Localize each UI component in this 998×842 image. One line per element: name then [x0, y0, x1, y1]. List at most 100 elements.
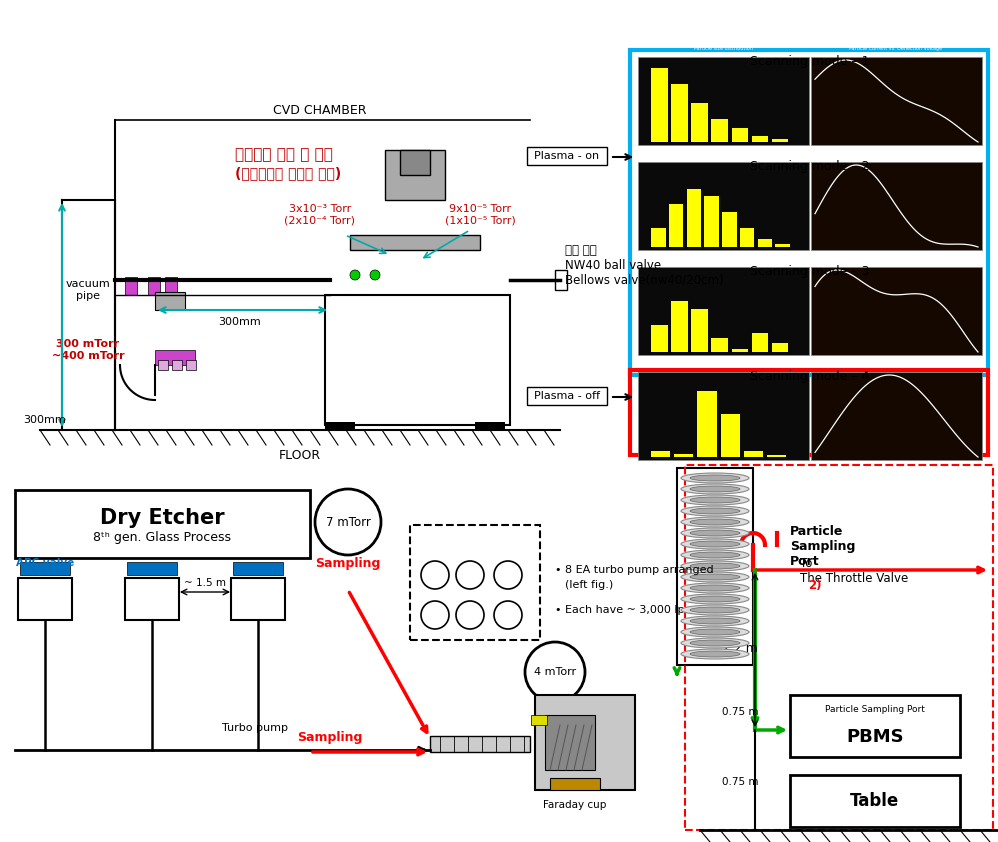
- Circle shape: [350, 270, 360, 280]
- Ellipse shape: [681, 561, 749, 571]
- Text: Scanning mode – 2: Scanning mode – 2: [750, 159, 869, 173]
- Bar: [20, 562, 70, 575]
- Bar: [685, 465, 993, 830]
- Bar: [757, 239, 772, 247]
- Bar: [811, 162, 982, 250]
- Bar: [400, 150, 430, 175]
- Bar: [535, 695, 635, 790]
- Bar: [669, 204, 684, 247]
- Text: Table: Table: [850, 792, 899, 810]
- Bar: [705, 196, 719, 247]
- Ellipse shape: [690, 541, 740, 547]
- Bar: [687, 189, 702, 247]
- Bar: [675, 454, 694, 457]
- Bar: [531, 715, 547, 725]
- Ellipse shape: [681, 572, 749, 582]
- Bar: [744, 450, 763, 457]
- Text: Particle Sampling Port: Particle Sampling Port: [825, 706, 925, 715]
- Bar: [790, 695, 960, 757]
- Ellipse shape: [690, 629, 740, 635]
- Bar: [751, 333, 768, 352]
- Text: Particle size distribution: Particle size distribution: [694, 151, 752, 156]
- Text: Particle
Sampling
Port: Particle Sampling Port: [790, 525, 855, 568]
- Bar: [410, 525, 540, 640]
- Text: PBMS: PBMS: [846, 728, 904, 746]
- Bar: [155, 292, 185, 310]
- Bar: [148, 277, 160, 295]
- Text: • 8 EA turbo pump arranged: • 8 EA turbo pump arranged: [555, 565, 714, 575]
- Bar: [630, 50, 988, 375]
- FancyBboxPatch shape: [527, 387, 607, 405]
- Text: Particle size distribution: Particle size distribution: [694, 361, 752, 366]
- Ellipse shape: [681, 605, 749, 615]
- Bar: [545, 715, 595, 770]
- Text: 8ᵗʰ gen. Glass Process: 8ᵗʰ gen. Glass Process: [93, 531, 231, 545]
- Bar: [698, 391, 717, 457]
- Text: Scanning mode – 4: Scanning mode – 4: [750, 370, 869, 382]
- Bar: [555, 270, 567, 290]
- Bar: [651, 68, 668, 142]
- Bar: [233, 562, 283, 575]
- Text: Scanning mode – 3: Scanning mode – 3: [750, 264, 869, 278]
- Bar: [186, 360, 196, 370]
- Ellipse shape: [690, 508, 740, 514]
- Bar: [125, 277, 137, 295]
- Ellipse shape: [690, 596, 740, 602]
- Text: 0.75 m: 0.75 m: [722, 707, 758, 717]
- Bar: [550, 778, 600, 790]
- Text: FLOOR: FLOOR: [278, 449, 321, 461]
- Bar: [771, 343, 788, 352]
- Ellipse shape: [681, 473, 749, 483]
- Text: 연결 배관
NW40 ball valve
Bellows valve(nw40/20cm): 연결 배관 NW40 ball valve Bellows valve(nw40…: [565, 243, 724, 286]
- Ellipse shape: [681, 550, 749, 560]
- Text: APC valve: APC valve: [16, 558, 74, 568]
- Bar: [671, 83, 688, 142]
- Text: Particle Current vs. Deflection Voltage: Particle Current vs. Deflection Voltage: [849, 151, 942, 156]
- Text: ~ 1.5 m: ~ 1.5 m: [184, 578, 226, 588]
- Text: To
The Throttle Valve: To The Throttle Valve: [800, 557, 908, 585]
- Ellipse shape: [690, 486, 740, 492]
- Bar: [638, 267, 809, 355]
- Ellipse shape: [690, 519, 740, 525]
- Text: 플라즈마 동작 시 압력: 플라즈마 동작 시 압력: [235, 147, 333, 163]
- Ellipse shape: [681, 539, 749, 549]
- Bar: [155, 350, 195, 365]
- Bar: [325, 422, 355, 430]
- Bar: [350, 235, 480, 250]
- Bar: [165, 277, 177, 295]
- Bar: [651, 325, 668, 352]
- Text: Particle Current vs. Deflection Voltage: Particle Current vs. Deflection Voltage: [849, 256, 942, 261]
- Bar: [638, 162, 809, 250]
- Bar: [692, 309, 708, 352]
- Ellipse shape: [690, 497, 740, 503]
- Text: Plasma - off: Plasma - off: [534, 391, 600, 401]
- Ellipse shape: [681, 495, 749, 505]
- Ellipse shape: [681, 583, 749, 593]
- Bar: [732, 128, 748, 142]
- Ellipse shape: [681, 528, 749, 538]
- Ellipse shape: [681, 484, 749, 494]
- Text: (left fig.): (left fig.): [565, 580, 613, 590]
- Bar: [811, 372, 982, 460]
- Bar: [790, 775, 960, 827]
- Bar: [771, 139, 788, 142]
- Text: (플라즈마미 동작시 입력): (플라즈마미 동작시 입력): [235, 166, 341, 180]
- Ellipse shape: [690, 651, 740, 657]
- Bar: [811, 57, 982, 145]
- Bar: [692, 103, 708, 142]
- Bar: [475, 422, 505, 430]
- Bar: [671, 301, 688, 352]
- Bar: [15, 490, 310, 558]
- Ellipse shape: [681, 506, 749, 516]
- Bar: [172, 360, 182, 370]
- Ellipse shape: [690, 552, 740, 558]
- Ellipse shape: [681, 594, 749, 604]
- Ellipse shape: [690, 530, 740, 536]
- Text: 0.75 m: 0.75 m: [722, 777, 758, 787]
- Text: Faraday cup: Faraday cup: [543, 800, 607, 810]
- Text: Dry Etcher: Dry Etcher: [100, 508, 225, 528]
- FancyBboxPatch shape: [527, 147, 607, 165]
- Bar: [385, 150, 445, 200]
- Bar: [732, 349, 748, 352]
- Bar: [231, 578, 285, 620]
